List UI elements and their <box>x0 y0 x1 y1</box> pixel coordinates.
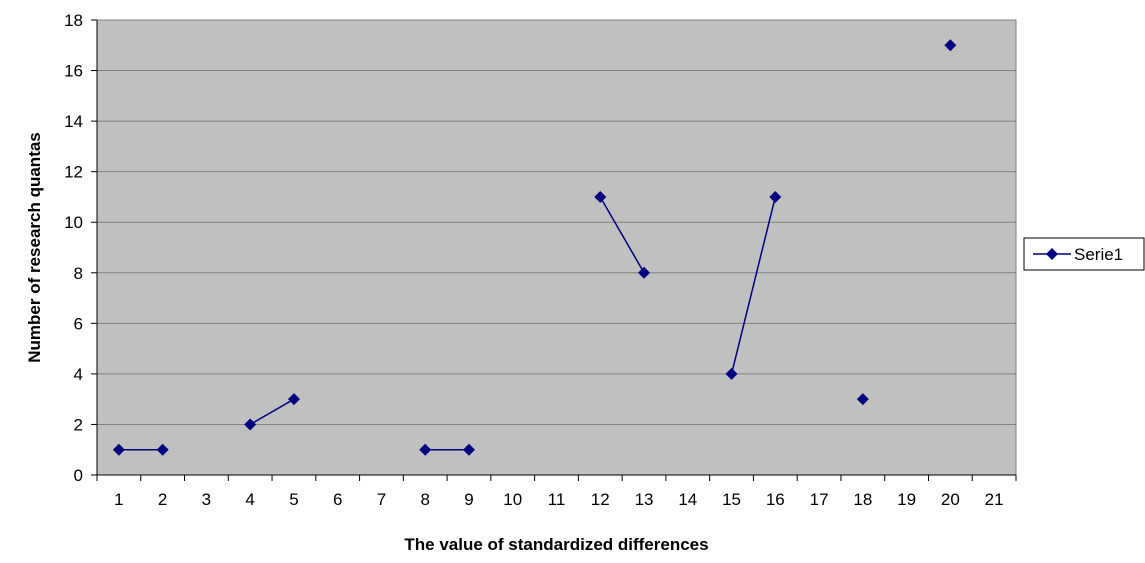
series-line-segment <box>730 196 777 375</box>
y-tick-label-10: 10 <box>64 213 83 232</box>
y-tick-label-4: 4 <box>74 365 83 384</box>
x-tick-label-10: 10 <box>503 490 522 509</box>
x-tick-label-11: 11 <box>548 490 566 509</box>
y-tick-label-0: 0 <box>74 466 83 485</box>
y-tick-label-6: 6 <box>74 314 83 333</box>
x-tick-label-20: 20 <box>941 490 960 509</box>
x-tick-label-13: 13 <box>635 490 654 509</box>
x-tick-label-18: 18 <box>853 490 872 509</box>
x-tick-label-6: 6 <box>333 490 342 509</box>
legend-label-serie1: Serie1 <box>1074 245 1123 264</box>
x-tick-label-8: 8 <box>420 490 429 509</box>
gridlines <box>97 19 1016 425</box>
x-tick-label-12: 12 <box>591 490 610 509</box>
x-axis-title: The value of standardized differences <box>404 535 708 554</box>
y-axis-title: Number of research quantas <box>25 132 44 363</box>
series-line-segment <box>249 398 295 426</box>
x-tick-label-4: 4 <box>245 490 254 509</box>
y-tick-label-2: 2 <box>74 415 83 434</box>
data-point-x1 <box>112 443 125 456</box>
data-point-x13 <box>638 266 651 279</box>
data-point-x12 <box>594 190 607 203</box>
x-tick-label-15: 15 <box>722 490 741 509</box>
data-point-x18 <box>856 393 869 406</box>
data-point-x4 <box>244 418 257 431</box>
data-point-x8 <box>419 443 432 456</box>
x-tick-label-2: 2 <box>158 490 167 509</box>
y-tick-label-12: 12 <box>64 163 83 182</box>
data-point-x2 <box>156 443 169 456</box>
plot-area <box>96 19 1017 476</box>
x-tick-label-19: 19 <box>897 490 916 509</box>
data-point-x15 <box>725 367 738 380</box>
y-tick-label-18: 18 <box>64 11 83 30</box>
x-tick-label-14: 14 <box>678 490 697 509</box>
legend: Serie1 <box>1023 237 1145 271</box>
data-point-x9 <box>462 443 475 456</box>
x-tick-label-3: 3 <box>202 490 211 509</box>
series-layer <box>112 39 957 456</box>
y-tick-label-14: 14 <box>64 112 83 131</box>
y-tick-label-8: 8 <box>74 264 83 283</box>
x-tick-label-7: 7 <box>377 490 386 509</box>
data-point-x20 <box>944 39 957 52</box>
x-tick-label-17: 17 <box>810 490 829 509</box>
x-tick-label-1: 1 <box>114 490 123 509</box>
x-tick-label-9: 9 <box>464 490 473 509</box>
x-tick-label-21: 21 <box>985 490 1004 509</box>
y-tick-label-16: 16 <box>64 62 83 81</box>
data-point-x16 <box>769 190 782 203</box>
x-tick-label-16: 16 <box>766 490 785 509</box>
x-tick-label-5: 5 <box>289 490 298 509</box>
series-line-segment <box>599 196 645 274</box>
legend-diamond-marker <box>1046 248 1058 260</box>
data-point-x5 <box>287 393 300 406</box>
